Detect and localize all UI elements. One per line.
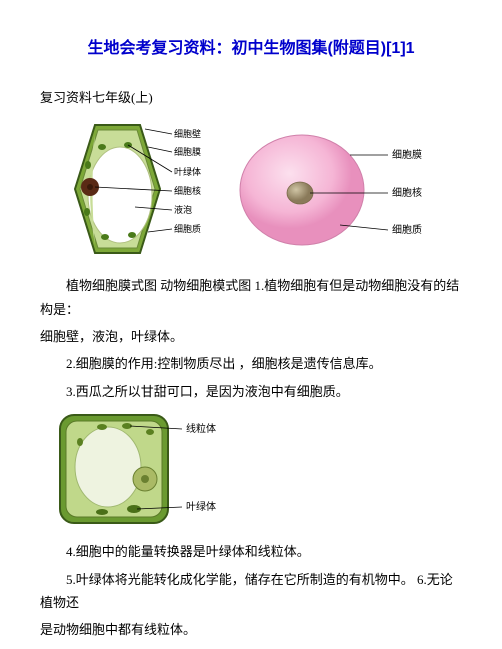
page-title: 生地会考复习资料：初中生物图集(附题目)[1]1	[40, 35, 462, 64]
plant-label-chloro: 叶绿体	[174, 166, 201, 177]
organelle-label-mito: 线粒体	[186, 422, 216, 435]
plant-label-membrane: 细胞膜	[174, 146, 201, 157]
para-1a: 植物细胞膜式图 动物细胞模式图 1.植物细胞有但是动物细胞没有的结构是：	[40, 274, 462, 321]
animal-label-nucleus: 细胞核	[392, 186, 422, 199]
para-4: 4.细胞中的能量转换器是叶绿体和线粒体。	[40, 540, 462, 563]
cell-diagrams-row: 细胞壁 细胞膜 叶绿体 细胞核 液泡 细胞质 细胞膜 细胞核 细胞质	[40, 117, 462, 262]
para-5a: 5.叶绿体将光能转化成化学能，储存在它所制造的有机物中。 6.无论植物还	[40, 568, 462, 615]
para-2: 2.细胞膜的作用:控制物质尽出 ，细胞核是遗传信息库。	[40, 352, 462, 375]
plant-label-vacuole: 液泡	[174, 204, 192, 215]
plant-cell-diagram: 细胞壁 细胞膜 叶绿体 细胞核 液泡 细胞质	[40, 117, 210, 262]
subtitle: 复习资料七年级(上)	[40, 86, 462, 109]
organelle-cell-diagram: 线粒体 叶绿体	[52, 407, 237, 532]
plant-label-cyto: 细胞质	[174, 223, 201, 234]
plant-label-wall: 细胞壁	[174, 128, 201, 139]
para-3: 3.西瓜之所以甘甜可口，是因为液泡中有细胞质。	[40, 380, 462, 403]
animal-label-membrane: 细胞膜	[392, 148, 422, 161]
plant-label-nucleus: 细胞核	[174, 185, 201, 196]
para-5b: 是动物细胞中都有线粒体。	[40, 618, 462, 641]
animal-cell-diagram: 细胞膜 细胞核 细胞质	[230, 125, 445, 255]
animal-label-cyto: 细胞质	[392, 223, 422, 236]
organelle-label-chloro: 叶绿体	[186, 500, 216, 513]
para-1b: 细胞壁，液泡，叶绿体。	[40, 325, 462, 348]
